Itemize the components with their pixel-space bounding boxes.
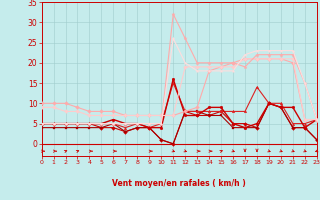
X-axis label: Vent moyen/en rafales ( km/h ): Vent moyen/en rafales ( km/h ) [112, 179, 246, 188]
